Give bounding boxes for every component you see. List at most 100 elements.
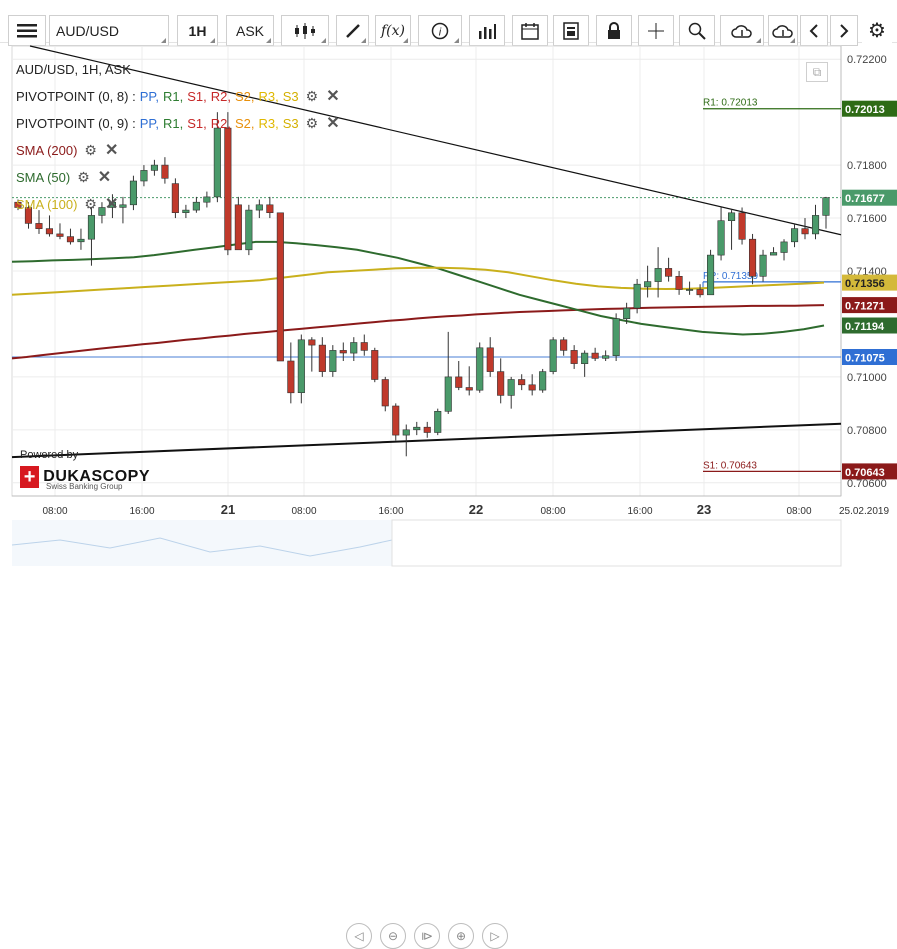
- hamburger-menu-icon[interactable]: [8, 15, 46, 46]
- info-icon: i: [431, 22, 449, 39]
- sma50-settings-gear-icon[interactable]: ⚙: [77, 169, 90, 185]
- x-tick-label: 16:00: [627, 506, 652, 517]
- toolbar: AUD/USD 1H ASK f(x) i ⚙: [0, 0, 897, 46]
- pivot1-s2: S2,: [234, 89, 255, 104]
- candle-down: [66, 236, 74, 243]
- candle-up: [769, 252, 778, 256]
- candlestick-type-icon: [295, 22, 315, 39]
- upload-button[interactable]: [720, 15, 764, 46]
- sma50-label: SMA (50): [16, 170, 71, 185]
- candle-up: [444, 376, 452, 412]
- x-tick-label: 25.02.2019: [839, 506, 889, 517]
- function-button[interactable]: f(x): [375, 15, 411, 46]
- brand-name: DUKASCOPY: [43, 468, 150, 485]
- download-button[interactable]: [768, 15, 798, 46]
- timeframe-select[interactable]: 1H: [177, 15, 218, 46]
- calendar-button[interactable]: [512, 15, 548, 46]
- x-tick-label: 22: [469, 502, 483, 517]
- x-tick-label: 08:00: [786, 506, 811, 517]
- pivot2-settings-gear-icon[interactable]: ⚙: [305, 115, 319, 131]
- pivot1-close-icon[interactable]: ✕: [326, 88, 340, 105]
- pivot1-sep: :: [132, 89, 136, 104]
- symbol-select[interactable]: AUD/USD: [49, 15, 169, 46]
- next-icon[interactable]: ▷: [482, 923, 508, 949]
- zoom-out-icon[interactable]: ⊖: [380, 923, 406, 949]
- candle-up: [602, 355, 610, 359]
- candle-up: [413, 426, 421, 431]
- legend-title: AUD/USD, 1H, ASK: [16, 62, 131, 77]
- candle-up: [150, 164, 158, 171]
- candle-down: [35, 223, 43, 229]
- zoom-in-icon[interactable]: ⊕: [448, 923, 474, 949]
- navigator-series: [11, 537, 393, 557]
- s1-level-label: S1: 0.70643: [703, 460, 757, 471]
- candle-down: [423, 426, 431, 433]
- price-label-box: [842, 349, 897, 365]
- expand-chart-icon[interactable]: ⧉: [806, 62, 828, 82]
- candle-up: [350, 342, 358, 354]
- draw-tool-button[interactable]: [336, 15, 369, 46]
- candle-up: [129, 180, 137, 206]
- price-label-box: [842, 297, 897, 314]
- legend-sma200: SMA (200) ⚙ ✕: [16, 137, 340, 164]
- price-label-text: 0.71075: [845, 353, 885, 365]
- candle-up: [119, 204, 127, 208]
- candle-down: [224, 127, 232, 251]
- price-label-text: 0.71194: [845, 321, 885, 333]
- zoom-button[interactable]: [679, 15, 715, 46]
- candle-down: [528, 384, 536, 391]
- candle-down: [465, 387, 473, 391]
- pivot2-s3: S3: [282, 116, 299, 131]
- upload-cloud-icon: [731, 24, 752, 38]
- lock-button[interactable]: [596, 15, 632, 46]
- candlestick-type-button[interactable]: [281, 15, 329, 46]
- price-chart[interactable]: 0.722000.718000.716000.714000.710000.708…: [0, 42, 897, 577]
- pivot1-settings-gear-icon[interactable]: ⚙: [305, 88, 319, 104]
- crosshair-button[interactable]: [638, 15, 674, 46]
- candle-up: [717, 220, 725, 256]
- candle-up: [98, 207, 106, 216]
- y-tick-label: 0.70600: [847, 478, 887, 490]
- scroll-right-button[interactable]: [830, 15, 858, 46]
- candle-down: [696, 289, 704, 296]
- sma100-close-icon[interactable]: ✕: [104, 196, 119, 213]
- x-tick-label: 16:00: [129, 506, 154, 517]
- candle-down: [497, 371, 505, 396]
- sma200-close-icon[interactable]: ✕: [104, 142, 119, 159]
- price-label-box: [842, 189, 897, 206]
- fit-icon[interactable]: ⧐: [414, 923, 440, 949]
- info-button[interactable]: i: [418, 15, 462, 46]
- candle-down: [360, 342, 368, 351]
- candle-up: [549, 339, 557, 372]
- pivot2-pp: PP,: [139, 116, 159, 131]
- price-side-label: ASK: [235, 22, 264, 39]
- prev-icon[interactable]: ◁: [346, 923, 372, 949]
- pivot1-pp: PP,: [139, 89, 159, 104]
- candle-down: [276, 212, 284, 362]
- candle-up: [108, 201, 116, 208]
- lock-icon: [608, 21, 620, 39]
- svg-text:i: i: [439, 26, 442, 38]
- candle-up: [77, 238, 85, 243]
- sma-series-line: [11, 304, 825, 360]
- legend-sma50: SMA (50) ⚙ ✕: [16, 164, 340, 191]
- candle-down: [24, 207, 33, 224]
- candle-up: [644, 281, 652, 288]
- price-label-text: 0.72013: [845, 104, 885, 116]
- report-button[interactable]: [553, 15, 589, 46]
- candle-up: [476, 347, 484, 391]
- sma200-settings-gear-icon[interactable]: ⚙: [84, 142, 97, 158]
- candle-up: [685, 289, 694, 291]
- sma50-close-icon[interactable]: ✕: [97, 169, 112, 186]
- price-label-text: 0.71356: [845, 278, 885, 290]
- volume-button[interactable]: [469, 15, 505, 46]
- price-label-text: 0.71677: [845, 193, 885, 205]
- brand-subtitle: Swiss Banking Group: [46, 482, 123, 491]
- scroll-left-button[interactable]: [800, 15, 828, 46]
- y-tick-label: 0.70800: [847, 425, 887, 437]
- sma100-settings-gear-icon[interactable]: ⚙: [84, 196, 97, 212]
- pivot2-r1: R1,: [162, 116, 184, 131]
- pivot2-close-icon[interactable]: ✕: [326, 115, 340, 132]
- pivot1-s3: S3: [282, 89, 299, 104]
- settings-button[interactable]: ⚙: [862, 15, 892, 46]
